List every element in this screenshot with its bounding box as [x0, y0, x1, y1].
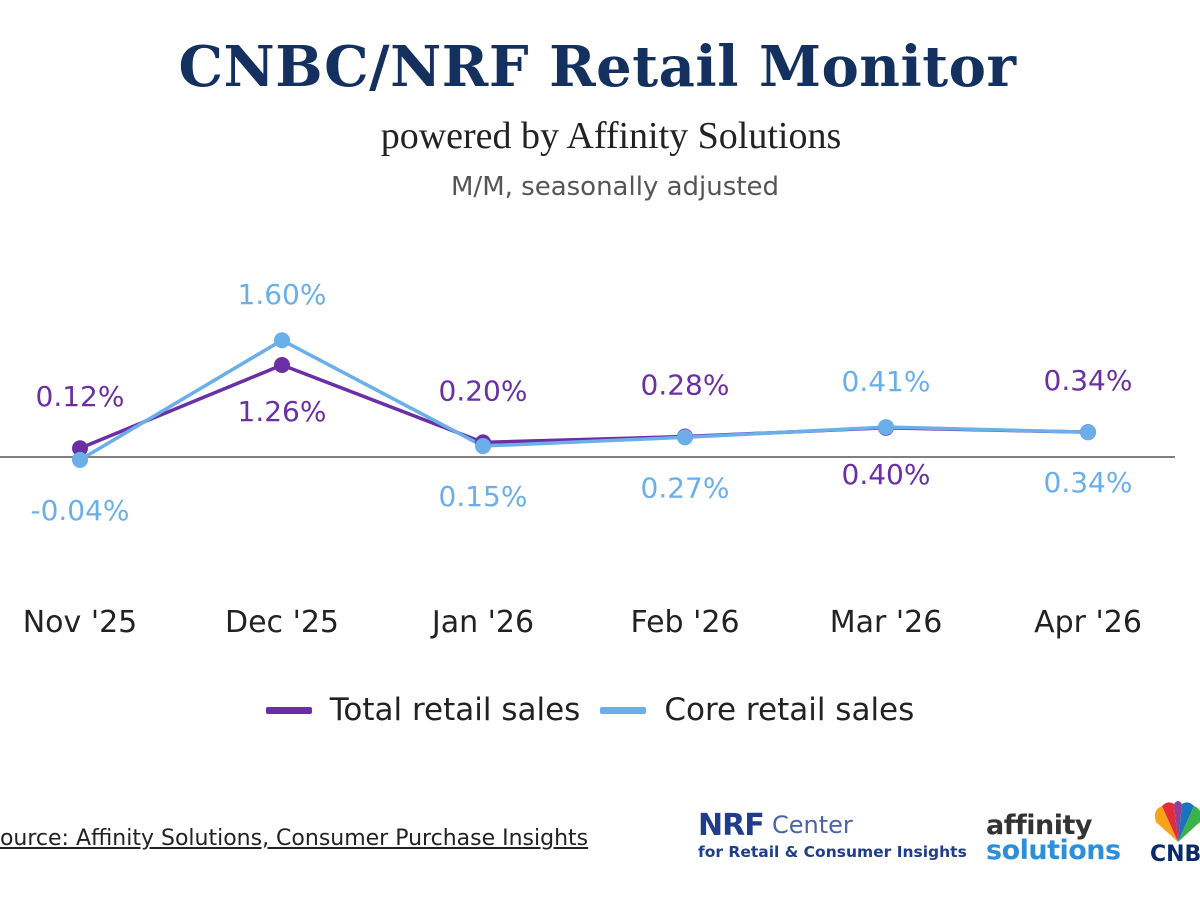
line-chart: 0.12% 1.26% 0.20% 0.28% 0.40% 0.34% -0.04% 1.60… — [0, 278, 1175, 640]
x-tick-label-1: Dec '25 — [225, 605, 339, 640]
data-point-0-1 — [274, 357, 290, 374]
data-point-0-0 — [72, 440, 88, 457]
data-label-core-2: 0.15% — [439, 480, 528, 513]
data-label-core-4: 0.41% — [842, 365, 931, 398]
data-label-total-3: 0.28% — [641, 369, 730, 402]
data-label-total-0: 0.12% — [36, 380, 125, 413]
cnbc-wordmark: CNBC — [1150, 842, 1200, 866]
legend-swatch-total — [265, 706, 312, 714]
data-point-1-4 — [878, 419, 894, 436]
series-line-0 — [79, 363, 1089, 450]
nrf-tagline: for Retail & Consumer Insights — [698, 843, 967, 861]
data-label-total-1: 1.26% — [238, 395, 327, 428]
series-line-1 — [79, 338, 1089, 462]
peacock-icon — [1154, 801, 1200, 842]
data-point-1-1 — [274, 332, 290, 349]
affinity-logo-top: affinity — [986, 810, 1092, 841]
x-tick-label-0: Nov '25 — [23, 605, 138, 640]
legend-label-total: Total retail sales — [329, 692, 581, 728]
data-label-total-4: 0.40% — [842, 458, 931, 491]
data-labels: 0.12% 1.26% 0.20% 0.28% 0.40% 0.34% -0.04% 1.60… — [30, 278, 1132, 527]
data-label-core-0: -0.04% — [30, 494, 129, 527]
legend-label-core: Core retail sales — [664, 692, 915, 728]
legend-item-core: Core retail sales — [600, 692, 914, 728]
data-label-core-3: 0.27% — [641, 471, 730, 504]
chart-note: M/M, seasonally adjusted — [451, 172, 779, 202]
legend-swatch-core — [600, 706, 647, 714]
data-point-1-2 — [475, 438, 491, 455]
chart-subtitle: powered by Affinity Solutions — [380, 115, 842, 157]
affinity-logo-bottom: solutions — [986, 835, 1121, 866]
series-points — [72, 332, 1096, 468]
nrf-mark: NRF — [698, 808, 765, 843]
series-lines — [79, 338, 1089, 462]
x-tick-label-5: Apr '26 — [1034, 605, 1142, 640]
data-point-1-5 — [1080, 424, 1096, 441]
source-link[interactable]: Source: Affinity Solutions, Consumer Pur… — [0, 826, 589, 851]
data-label-core-1: 1.60% — [238, 278, 327, 311]
data-label-core-5: 0.34% — [1044, 466, 1133, 499]
cnbc-logo: CNBC — [1148, 800, 1200, 866]
x-tick-label-4: Mar '26 — [830, 605, 943, 640]
data-label-total-2: 0.20% — [439, 374, 528, 407]
legend: Total retail sales Core retail sales — [0, 692, 1180, 728]
nrf-logo: NRF Center for Retail & Consumer Insight… — [698, 806, 968, 866]
x-tick-label-3: Feb '26 — [630, 605, 739, 640]
data-label-total-5: 0.34% — [1044, 364, 1133, 397]
x-tick-label-2: Jan '26 — [430, 605, 534, 640]
data-point-1-3 — [677, 429, 693, 446]
x-axis-ticks: Nov '25 Dec '25 Jan '26 Feb '26 Mar '26 Apr '… — [23, 605, 1142, 640]
legend-item-total: Total retail sales — [265, 692, 581, 728]
affinity-logo: affinity solutions — [986, 810, 1126, 870]
data-point-1-0 — [72, 451, 88, 468]
chart-title: CNBC/NRF Retail Monitor — [178, 34, 1017, 100]
nrf-center-text: Center — [772, 811, 853, 839]
